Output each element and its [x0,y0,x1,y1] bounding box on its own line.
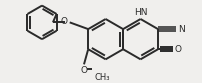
Text: O: O [174,45,181,54]
Text: O: O [60,17,67,26]
Text: CH₃: CH₃ [94,73,109,82]
Text: N: N [177,25,184,34]
Text: HN: HN [133,7,147,17]
Text: O: O [80,66,87,75]
